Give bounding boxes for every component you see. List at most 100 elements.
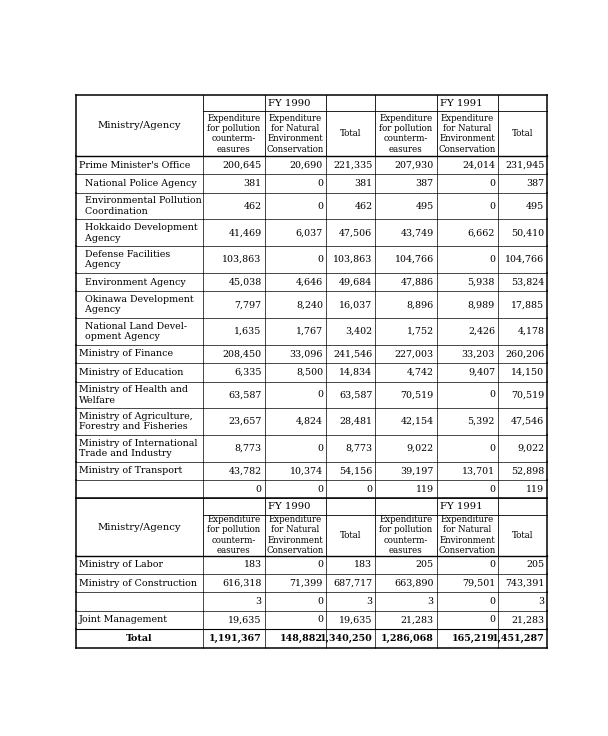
Text: 165,219: 165,219 <box>452 634 495 643</box>
Text: 0: 0 <box>489 615 495 624</box>
Text: 21,283: 21,283 <box>401 615 434 624</box>
Text: 0: 0 <box>489 179 495 188</box>
Text: 0: 0 <box>317 179 323 188</box>
Text: 5,392: 5,392 <box>468 417 495 426</box>
Text: 231,945: 231,945 <box>505 160 544 170</box>
Text: 43,782: 43,782 <box>229 467 262 475</box>
Text: 148,882: 148,882 <box>280 634 323 643</box>
Text: Total: Total <box>340 130 361 138</box>
Text: 0: 0 <box>256 485 262 494</box>
Text: 103,863: 103,863 <box>223 255 262 264</box>
Text: Hokkaido Development
  Agency: Hokkaido Development Agency <box>79 223 198 243</box>
Text: 1,767: 1,767 <box>296 327 323 336</box>
Text: 387: 387 <box>416 179 434 188</box>
Text: 0: 0 <box>489 390 495 400</box>
Text: Environmental Pollution
  Coordination: Environmental Pollution Coordination <box>79 197 202 216</box>
Text: 8,500: 8,500 <box>296 368 323 377</box>
Text: 0: 0 <box>367 485 373 494</box>
Text: 205: 205 <box>416 560 434 570</box>
Text: 70,519: 70,519 <box>401 390 434 400</box>
Text: 6,662: 6,662 <box>468 228 495 238</box>
Text: FY 1991: FY 1991 <box>440 99 483 107</box>
Text: 47,506: 47,506 <box>339 228 373 238</box>
Text: National Police Agency: National Police Agency <box>79 179 196 188</box>
Text: 23,657: 23,657 <box>229 417 262 426</box>
Text: 6,335: 6,335 <box>234 368 262 377</box>
Text: Ministry/Agency: Ministry/Agency <box>98 121 181 130</box>
Text: 10,374: 10,374 <box>290 467 323 475</box>
Text: 663,890: 663,890 <box>394 578 434 587</box>
Text: 260,206: 260,206 <box>505 350 544 358</box>
Text: 9,022: 9,022 <box>517 444 544 453</box>
Text: 0: 0 <box>317 485 323 494</box>
Text: 50,410: 50,410 <box>511 228 544 238</box>
Text: Environment Agency: Environment Agency <box>79 277 185 286</box>
Text: 1,340,250: 1,340,250 <box>320 634 373 643</box>
Text: 63,587: 63,587 <box>229 390 262 400</box>
Text: 104,766: 104,766 <box>505 255 544 264</box>
Text: Defense Facilities
  Agency: Defense Facilities Agency <box>79 250 170 269</box>
Text: 616,318: 616,318 <box>223 578 262 587</box>
Text: 103,863: 103,863 <box>333 255 373 264</box>
Text: 14,834: 14,834 <box>339 368 373 377</box>
Text: 1,451,287: 1,451,287 <box>492 634 544 643</box>
Text: 1,752: 1,752 <box>407 327 434 336</box>
Text: 19,635: 19,635 <box>339 615 373 624</box>
Text: 0: 0 <box>489 255 495 264</box>
Text: 0: 0 <box>317 615 323 624</box>
Text: Ministry of Education: Ministry of Education <box>79 368 183 377</box>
Text: Expenditure
for Natural
Environment
Conservation: Expenditure for Natural Environment Cons… <box>438 515 496 555</box>
Text: 0: 0 <box>489 485 495 494</box>
Text: 0: 0 <box>317 390 323 400</box>
Text: FY 1991: FY 1991 <box>440 502 483 511</box>
Text: FY 1990: FY 1990 <box>268 502 311 511</box>
Text: 5,938: 5,938 <box>468 277 495 286</box>
Text: 1,635: 1,635 <box>234 327 262 336</box>
Text: 70,519: 70,519 <box>511 390 544 400</box>
Text: 0: 0 <box>489 202 495 210</box>
Text: 71,399: 71,399 <box>289 578 323 587</box>
Text: 0: 0 <box>489 597 495 606</box>
Text: Ministry of Agriculture,
Forestry and Fisheries: Ministry of Agriculture, Forestry and Fi… <box>79 412 193 431</box>
Text: 4,824: 4,824 <box>296 417 323 426</box>
Text: 119: 119 <box>527 485 544 494</box>
Text: 42,154: 42,154 <box>401 417 434 426</box>
Text: 241,546: 241,546 <box>333 350 373 358</box>
Text: 0: 0 <box>317 444 323 453</box>
Text: 8,240: 8,240 <box>296 300 323 309</box>
Text: 13,701: 13,701 <box>462 467 495 475</box>
Text: 49,684: 49,684 <box>339 277 373 286</box>
Text: Ministry of Finance: Ministry of Finance <box>79 350 173 358</box>
Text: 24,014: 24,014 <box>462 160 495 170</box>
Text: Total: Total <box>126 634 153 643</box>
Text: 3: 3 <box>538 597 544 606</box>
Text: 16,037: 16,037 <box>339 300 373 309</box>
Text: National Land Devel-
  opment Agency: National Land Devel- opment Agency <box>79 322 187 342</box>
Text: 53,824: 53,824 <box>511 277 544 286</box>
Text: 381: 381 <box>354 179 373 188</box>
Text: 3: 3 <box>427 597 434 606</box>
Text: Expenditure
for Natural
Environment
Conservation: Expenditure for Natural Environment Cons… <box>267 113 324 154</box>
Text: Ministry of Transport: Ministry of Transport <box>79 467 182 475</box>
Text: 43,749: 43,749 <box>401 228 434 238</box>
Text: Expenditure
for pollution
counterm-
easures: Expenditure for pollution counterm- easu… <box>379 515 432 555</box>
Text: 4,646: 4,646 <box>296 277 323 286</box>
Text: 6,037: 6,037 <box>296 228 323 238</box>
Text: Expenditure
for pollution
counterm-
easures: Expenditure for pollution counterm- easu… <box>207 113 261 154</box>
Text: Expenditure
for Natural
Environment
Conservation: Expenditure for Natural Environment Cons… <box>438 113 496 154</box>
Text: Ministry of Labor: Ministry of Labor <box>79 560 163 570</box>
Text: 19,635: 19,635 <box>228 615 262 624</box>
Text: Expenditure
for pollution
counterm-
easures: Expenditure for pollution counterm- easu… <box>379 113 432 154</box>
Text: 495: 495 <box>526 202 544 210</box>
Text: 0: 0 <box>489 444 495 453</box>
Text: Expenditure
for pollution
counterm-
easures: Expenditure for pollution counterm- easu… <box>207 515 261 555</box>
Text: 79,501: 79,501 <box>461 578 495 587</box>
Text: Ministry of International
Trade and Industry: Ministry of International Trade and Indu… <box>79 439 198 458</box>
Text: Total: Total <box>340 531 361 539</box>
Text: 183: 183 <box>244 560 262 570</box>
Text: 21,283: 21,283 <box>511 615 544 624</box>
Text: 0: 0 <box>317 597 323 606</box>
Text: 8,773: 8,773 <box>235 444 262 453</box>
Text: 39,197: 39,197 <box>400 467 434 475</box>
Text: 47,546: 47,546 <box>511 417 544 426</box>
